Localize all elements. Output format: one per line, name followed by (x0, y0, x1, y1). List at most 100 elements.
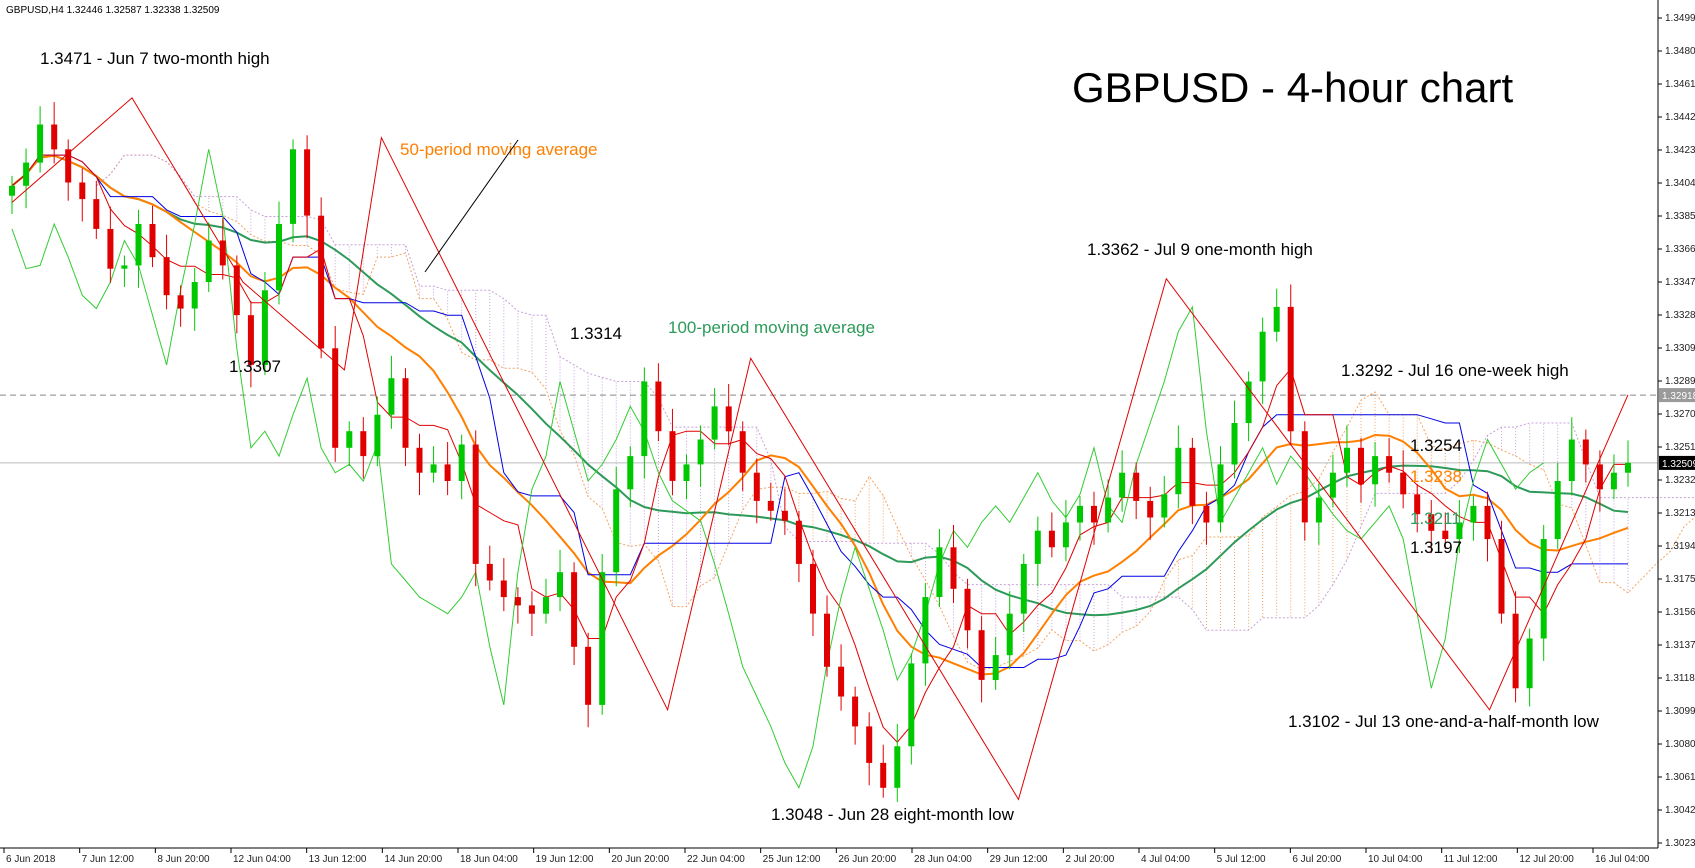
candle-body (1386, 456, 1393, 473)
candle-body (627, 456, 634, 490)
y-tick-label: 1.32135 (1665, 508, 1695, 519)
candle-body (1147, 500, 1154, 518)
candle-body (543, 597, 549, 614)
candle-body (964, 588, 971, 631)
candle-body (571, 572, 578, 647)
x-tick-label: 13 Jun 12:00 (309, 854, 367, 865)
x-tick-label: 4 Jul 04:00 (1141, 854, 1190, 865)
chart-title: GBPUSD - 4-hour chart (1072, 64, 1513, 111)
candle-body (360, 431, 367, 457)
candle-body (149, 224, 156, 258)
candle-body (767, 500, 774, 511)
candle-body (1414, 494, 1421, 515)
candle-body (444, 464, 451, 481)
candle-body (1596, 464, 1603, 490)
candle-body (585, 646, 592, 705)
candle-body (950, 547, 957, 589)
candle-body (514, 597, 521, 606)
candle-body (1105, 497, 1112, 523)
candle-body (557, 572, 563, 598)
y-tick-label: 1.32325 (1665, 475, 1695, 486)
x-tick-label: 22 Jun 04:00 (687, 854, 745, 865)
candle-body (1540, 539, 1547, 639)
annotation-jul9-high: 1.3362 - Jul 9 one-month high (1087, 240, 1313, 259)
candle-body (1231, 423, 1238, 465)
candle-body (1315, 497, 1322, 523)
candle-body (458, 444, 465, 481)
candle-body (1189, 447, 1196, 506)
annotation-jun28-low: 1.3048 - Jun 28 eight-month low (771, 805, 1015, 824)
candle-body (388, 378, 395, 415)
chikou-line (11, 149, 1544, 790)
x-tick-label: 12 Jun 04:00 (233, 854, 291, 865)
candle-body (697, 439, 704, 465)
y-tick-label: 1.33850 (1665, 211, 1695, 222)
candle-body (1091, 505, 1097, 523)
senkou-span-a (95, 154, 1695, 671)
candle-body (1372, 456, 1379, 485)
annotation-1-3211: 1.3211 (1410, 509, 1461, 528)
candle-body (908, 663, 915, 747)
candle-body (1442, 530, 1449, 539)
candle-body (233, 265, 240, 316)
x-tick-label: 6 Jun 2018 (6, 854, 56, 865)
candle-body (93, 199, 100, 229)
y-tick-label: 1.33280 (1665, 310, 1695, 321)
candle-body (824, 613, 830, 667)
candle-body (753, 472, 760, 501)
candle-body (725, 406, 732, 432)
price-tag-label: 1.32918 (1662, 391, 1695, 402)
candle-body (191, 282, 198, 309)
candle-body (810, 563, 816, 614)
candle-body (1610, 472, 1617, 490)
candle-body (332, 348, 339, 448)
candle-body (1048, 530, 1055, 548)
x-tick-label: 25 Jun 12:00 (763, 854, 821, 865)
x-tick-label: 12 Jul 20:00 (1519, 854, 1574, 865)
candle-body (1119, 472, 1126, 498)
x-tick-label: 18 Jun 04:00 (460, 854, 518, 865)
candle-body (402, 378, 409, 448)
candle-body (978, 630, 985, 680)
x-tick-label: 10 Jul 04:00 (1368, 854, 1423, 865)
candle-body (1203, 505, 1210, 523)
candle-body (1625, 462, 1631, 473)
ma50-label: 50-period moving average (400, 140, 598, 159)
candle-body (346, 431, 353, 448)
y-tick-label: 1.31755 (1665, 574, 1695, 585)
y-tick-label: 1.31185 (1665, 673, 1695, 684)
candle-body (655, 381, 662, 432)
price-tag-label: 1.32509 (1662, 459, 1695, 470)
candle-body (739, 431, 746, 473)
y-tick-label: 1.34040 (1665, 178, 1695, 189)
candle-body (669, 431, 676, 481)
x-tick-label: 8 Jun 20:00 (157, 854, 210, 865)
zigzag-lines (11, 97, 1629, 801)
x-tick-label: 29 Jun 12:00 (990, 854, 1048, 865)
y-tick-label: 1.30425 (1665, 805, 1695, 816)
price-tag (1659, 388, 1695, 403)
candle-body (922, 597, 929, 664)
candle-body (430, 464, 437, 473)
annotation-1-3314: 1.3314 (570, 324, 622, 343)
y-tick-label: 1.34800 (1665, 46, 1695, 57)
candle-body (205, 240, 212, 282)
y-tick-label: 1.30615 (1665, 772, 1695, 783)
candlesticks (9, 102, 1631, 802)
y-tick-label: 1.34230 (1665, 145, 1695, 156)
candle-body (1301, 431, 1308, 523)
x-tick-label: 16 Jul 04:00 (1595, 854, 1650, 865)
candle-body (1217, 464, 1224, 523)
candle-body (416, 447, 423, 473)
candle-body (866, 726, 873, 763)
candle-body (1400, 472, 1407, 495)
candle-body (641, 381, 648, 457)
annotation-jul16-high: 1.3292 - Jul 16 one-week high (1341, 361, 1569, 380)
annotation-1-3197: 1.3197 (1410, 538, 1462, 557)
candle-body (276, 224, 282, 291)
x-tick-label: 14 Jun 20:00 (384, 854, 442, 865)
candle-body (1498, 539, 1505, 614)
y-tick-label: 1.34990 (1665, 13, 1695, 24)
candle-body (304, 149, 311, 216)
